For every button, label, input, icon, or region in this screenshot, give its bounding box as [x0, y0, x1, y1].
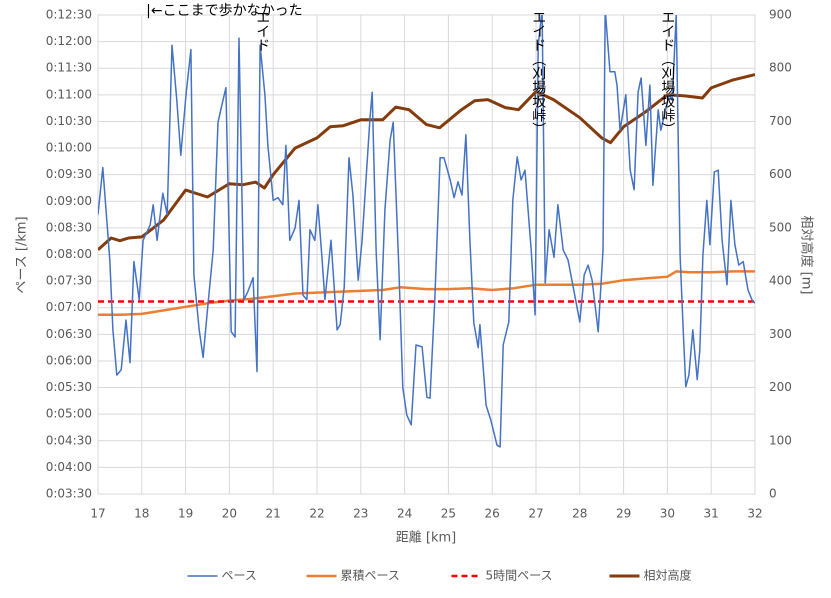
y-tick-label: 0:12:00: [46, 34, 92, 48]
series-line: [98, 15, 755, 448]
y-tick-label: 0:10:30: [46, 114, 92, 128]
x-tick-label: 31: [704, 507, 719, 521]
y-tick-label: 0:03:30: [46, 487, 92, 501]
y-tick-label: 0:11:30: [46, 61, 92, 75]
annotation: エイド（刈場坂峠）: [659, 10, 675, 136]
x-tick-label: 22: [309, 507, 324, 521]
y-tick-label: 0:08:30: [46, 220, 92, 234]
legend-label: 相対高度: [644, 568, 692, 583]
plot-area: [98, 15, 755, 448]
y-axis-title: ペース [/km]: [15, 216, 30, 293]
y-tick-label: 0:11:00: [46, 87, 92, 101]
x-tick-label: 32: [747, 507, 762, 521]
y2-tick-label: 600: [769, 167, 792, 181]
y2-tick-label: 400: [769, 274, 792, 288]
y-tick-label: 0:12:30: [46, 8, 92, 22]
y-tick-label: 0:06:00: [46, 353, 92, 367]
series-line: [98, 73, 755, 251]
x-tick-label: 24: [397, 507, 412, 521]
y-tick-label: 0:04:00: [46, 460, 92, 474]
y2-tick-label: 500: [769, 220, 792, 234]
annotation: エイド: [254, 10, 270, 52]
x-tick-label: 27: [528, 507, 543, 521]
y2-tick-label: 100: [769, 433, 792, 447]
x-tick-label: 17: [90, 507, 105, 521]
y-tick-label: 0:08:00: [46, 247, 92, 261]
legend-label: ペース: [222, 569, 257, 583]
y2-axis-title: 相対高度 [m]: [799, 216, 815, 295]
x-tick-label: 26: [485, 507, 500, 521]
annotation: エイド（刈場坂峠）: [530, 10, 546, 136]
y2-tick-label: 900: [769, 8, 792, 22]
series-line: [98, 270, 755, 317]
x-axis-title: 距離 [km]: [396, 531, 456, 546]
y-tick-label: 0:07:30: [46, 274, 92, 288]
annotation: |←ここまで歩かなかった: [146, 3, 302, 19]
x-tick-label: 30: [660, 507, 675, 521]
legend-label: 累積ペース: [341, 568, 400, 583]
y-tick-label: 0:07:00: [46, 300, 92, 314]
x-tick-label: 18: [134, 507, 149, 521]
y2-tick-label: 300: [769, 327, 792, 341]
x-tick-label: 19: [178, 507, 193, 521]
legend-label: 5時間ペース: [486, 569, 553, 583]
y-tick-label: 0:05:00: [46, 407, 92, 421]
y2-tick-label: 800: [769, 61, 792, 75]
y-tick-label: 0:05:30: [46, 380, 92, 394]
plot-border: [97, 14, 756, 495]
y-tick-label: 0:09:00: [46, 194, 92, 208]
y-tick-label: 0:10:00: [46, 141, 92, 155]
x-tick-label: 21: [266, 507, 281, 521]
x-tick-label: 29: [616, 507, 631, 521]
y2-tick-label: 200: [769, 380, 792, 394]
x-tick-label: 20: [222, 507, 237, 521]
y-tick-label: 0:04:30: [46, 433, 92, 447]
y2-tick-label: 700: [769, 114, 792, 128]
x-tick-label: 28: [572, 507, 587, 521]
x-tick-label: 23: [353, 507, 368, 521]
x-tick-label: 25: [441, 507, 456, 521]
y-tick-label: 0:06:30: [46, 327, 92, 341]
y2-tick-label: 0: [769, 487, 777, 501]
y-tick-label: 0:09:30: [46, 167, 92, 181]
